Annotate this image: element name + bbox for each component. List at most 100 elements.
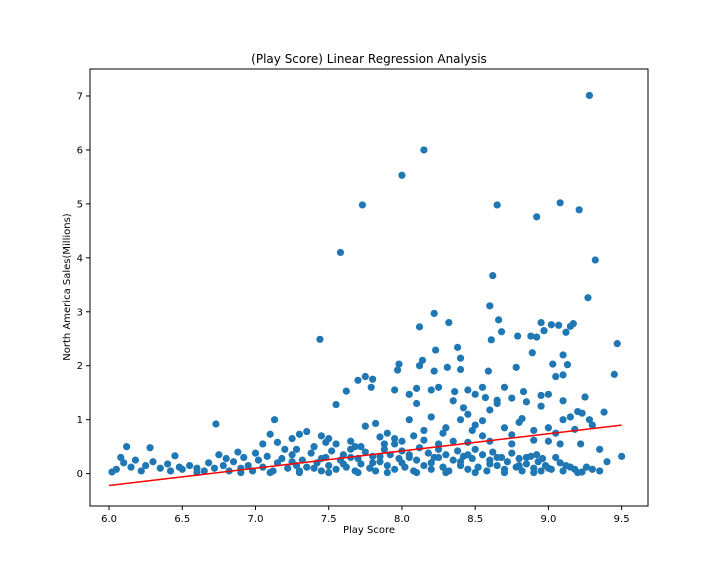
data-point-110 bbox=[456, 416, 465, 424]
data-point-78 bbox=[522, 398, 531, 406]
data-point-285 bbox=[434, 453, 443, 462]
data-point-27 bbox=[514, 332, 522, 340]
y-tick-label: 2 bbox=[77, 361, 83, 372]
data-point-64 bbox=[500, 383, 509, 391]
data-point-134 bbox=[530, 436, 538, 444]
x-axis-label: Play Score bbox=[343, 525, 395, 536]
data-point-2 bbox=[398, 171, 406, 179]
data-point-288 bbox=[391, 434, 399, 443]
data-point-14 bbox=[495, 316, 503, 324]
data-point-247 bbox=[522, 460, 531, 468]
data-point-225 bbox=[442, 451, 450, 459]
data-point-166 bbox=[200, 467, 208, 475]
data-point-76 bbox=[332, 400, 340, 409]
data-point-197 bbox=[339, 451, 347, 459]
data-point-255 bbox=[562, 461, 570, 470]
data-point-33 bbox=[528, 349, 536, 357]
data-point-85 bbox=[559, 416, 567, 424]
data-point-35 bbox=[456, 354, 465, 362]
data-point-91 bbox=[266, 430, 274, 438]
data-point-125 bbox=[332, 440, 340, 448]
data-point-120 bbox=[251, 449, 260, 457]
data-point-245 bbox=[515, 454, 523, 463]
data-point-107 bbox=[371, 419, 380, 428]
data-point-0 bbox=[585, 91, 594, 100]
data-point-96 bbox=[376, 433, 384, 441]
data-point-119 bbox=[234, 448, 242, 456]
plot-area-frame bbox=[89, 68, 649, 507]
data-point-51 bbox=[559, 371, 567, 379]
data-point-48 bbox=[393, 366, 402, 374]
data-point-56 bbox=[405, 390, 413, 398]
data-point-275 bbox=[398, 459, 406, 467]
data-point-62 bbox=[471, 390, 479, 398]
data-point-7 bbox=[533, 213, 541, 221]
data-point-273 bbox=[339, 460, 347, 468]
data-point-117 bbox=[171, 452, 179, 460]
data-point-221 bbox=[427, 465, 435, 473]
data-point-124 bbox=[310, 443, 318, 451]
data-point-161 bbox=[166, 467, 175, 475]
data-point-93 bbox=[303, 427, 311, 436]
data-point-54 bbox=[367, 383, 375, 391]
y-axis-label: North America Sales(Millions) bbox=[62, 213, 73, 361]
data-point-298 bbox=[322, 438, 330, 446]
data-point-75 bbox=[559, 397, 567, 405]
x-tick-label: 9.0 bbox=[540, 514, 556, 525]
data-point-164 bbox=[185, 461, 194, 470]
data-point-44 bbox=[361, 372, 369, 381]
data-point-49 bbox=[484, 367, 492, 375]
data-point-26 bbox=[533, 333, 541, 341]
data-point-140 bbox=[618, 452, 626, 460]
data-point-98 bbox=[420, 426, 428, 435]
data-point-55 bbox=[391, 386, 399, 394]
y-tick-label: 5 bbox=[77, 199, 83, 210]
data-point-211 bbox=[391, 465, 399, 473]
data-point-278 bbox=[486, 460, 494, 468]
data-point-265 bbox=[354, 468, 362, 477]
data-point-138 bbox=[596, 445, 604, 453]
data-point-4 bbox=[358, 201, 367, 209]
data-point-235 bbox=[478, 451, 487, 459]
data-point-177 bbox=[254, 456, 263, 464]
data-point-157 bbox=[142, 461, 150, 470]
data-point-90 bbox=[212, 420, 220, 428]
data-point-287 bbox=[493, 453, 501, 462]
data-point-99 bbox=[442, 424, 450, 432]
data-point-57 bbox=[413, 384, 421, 392]
data-point-80 bbox=[486, 406, 494, 414]
data-point-100 bbox=[471, 421, 479, 429]
data-point-42 bbox=[443, 363, 451, 371]
data-point-63 bbox=[478, 383, 487, 391]
data-point-97 bbox=[383, 429, 391, 437]
data-point-32 bbox=[432, 346, 440, 354]
data-point-233 bbox=[471, 445, 479, 453]
data-point-284 bbox=[405, 453, 413, 462]
data-point-243 bbox=[508, 449, 516, 457]
data-point-53 bbox=[342, 387, 350, 395]
data-point-181 bbox=[273, 459, 282, 467]
data-point-259 bbox=[588, 465, 596, 473]
data-point-79 bbox=[464, 410, 472, 418]
data-point-217 bbox=[413, 456, 421, 464]
data-point-184 bbox=[288, 451, 296, 459]
data-point-286 bbox=[464, 451, 472, 459]
data-point-50 bbox=[552, 372, 560, 381]
data-point-36 bbox=[418, 356, 427, 364]
data-point-267 bbox=[413, 468, 421, 477]
data-point-277 bbox=[456, 458, 465, 466]
data-point-10 bbox=[489, 272, 497, 280]
data-point-112 bbox=[518, 415, 526, 423]
data-point-218 bbox=[415, 444, 424, 452]
data-point-113 bbox=[544, 424, 553, 432]
data-point-122 bbox=[273, 438, 282, 446]
data-point-151 bbox=[112, 465, 120, 473]
y-tick-label: 7 bbox=[77, 91, 83, 102]
x-tick-label: 8.0 bbox=[394, 514, 410, 525]
data-point-19 bbox=[566, 322, 574, 330]
data-point-195 bbox=[332, 465, 340, 473]
data-point-141 bbox=[596, 467, 604, 475]
data-point-154 bbox=[127, 463, 135, 471]
data-point-228 bbox=[454, 447, 462, 455]
